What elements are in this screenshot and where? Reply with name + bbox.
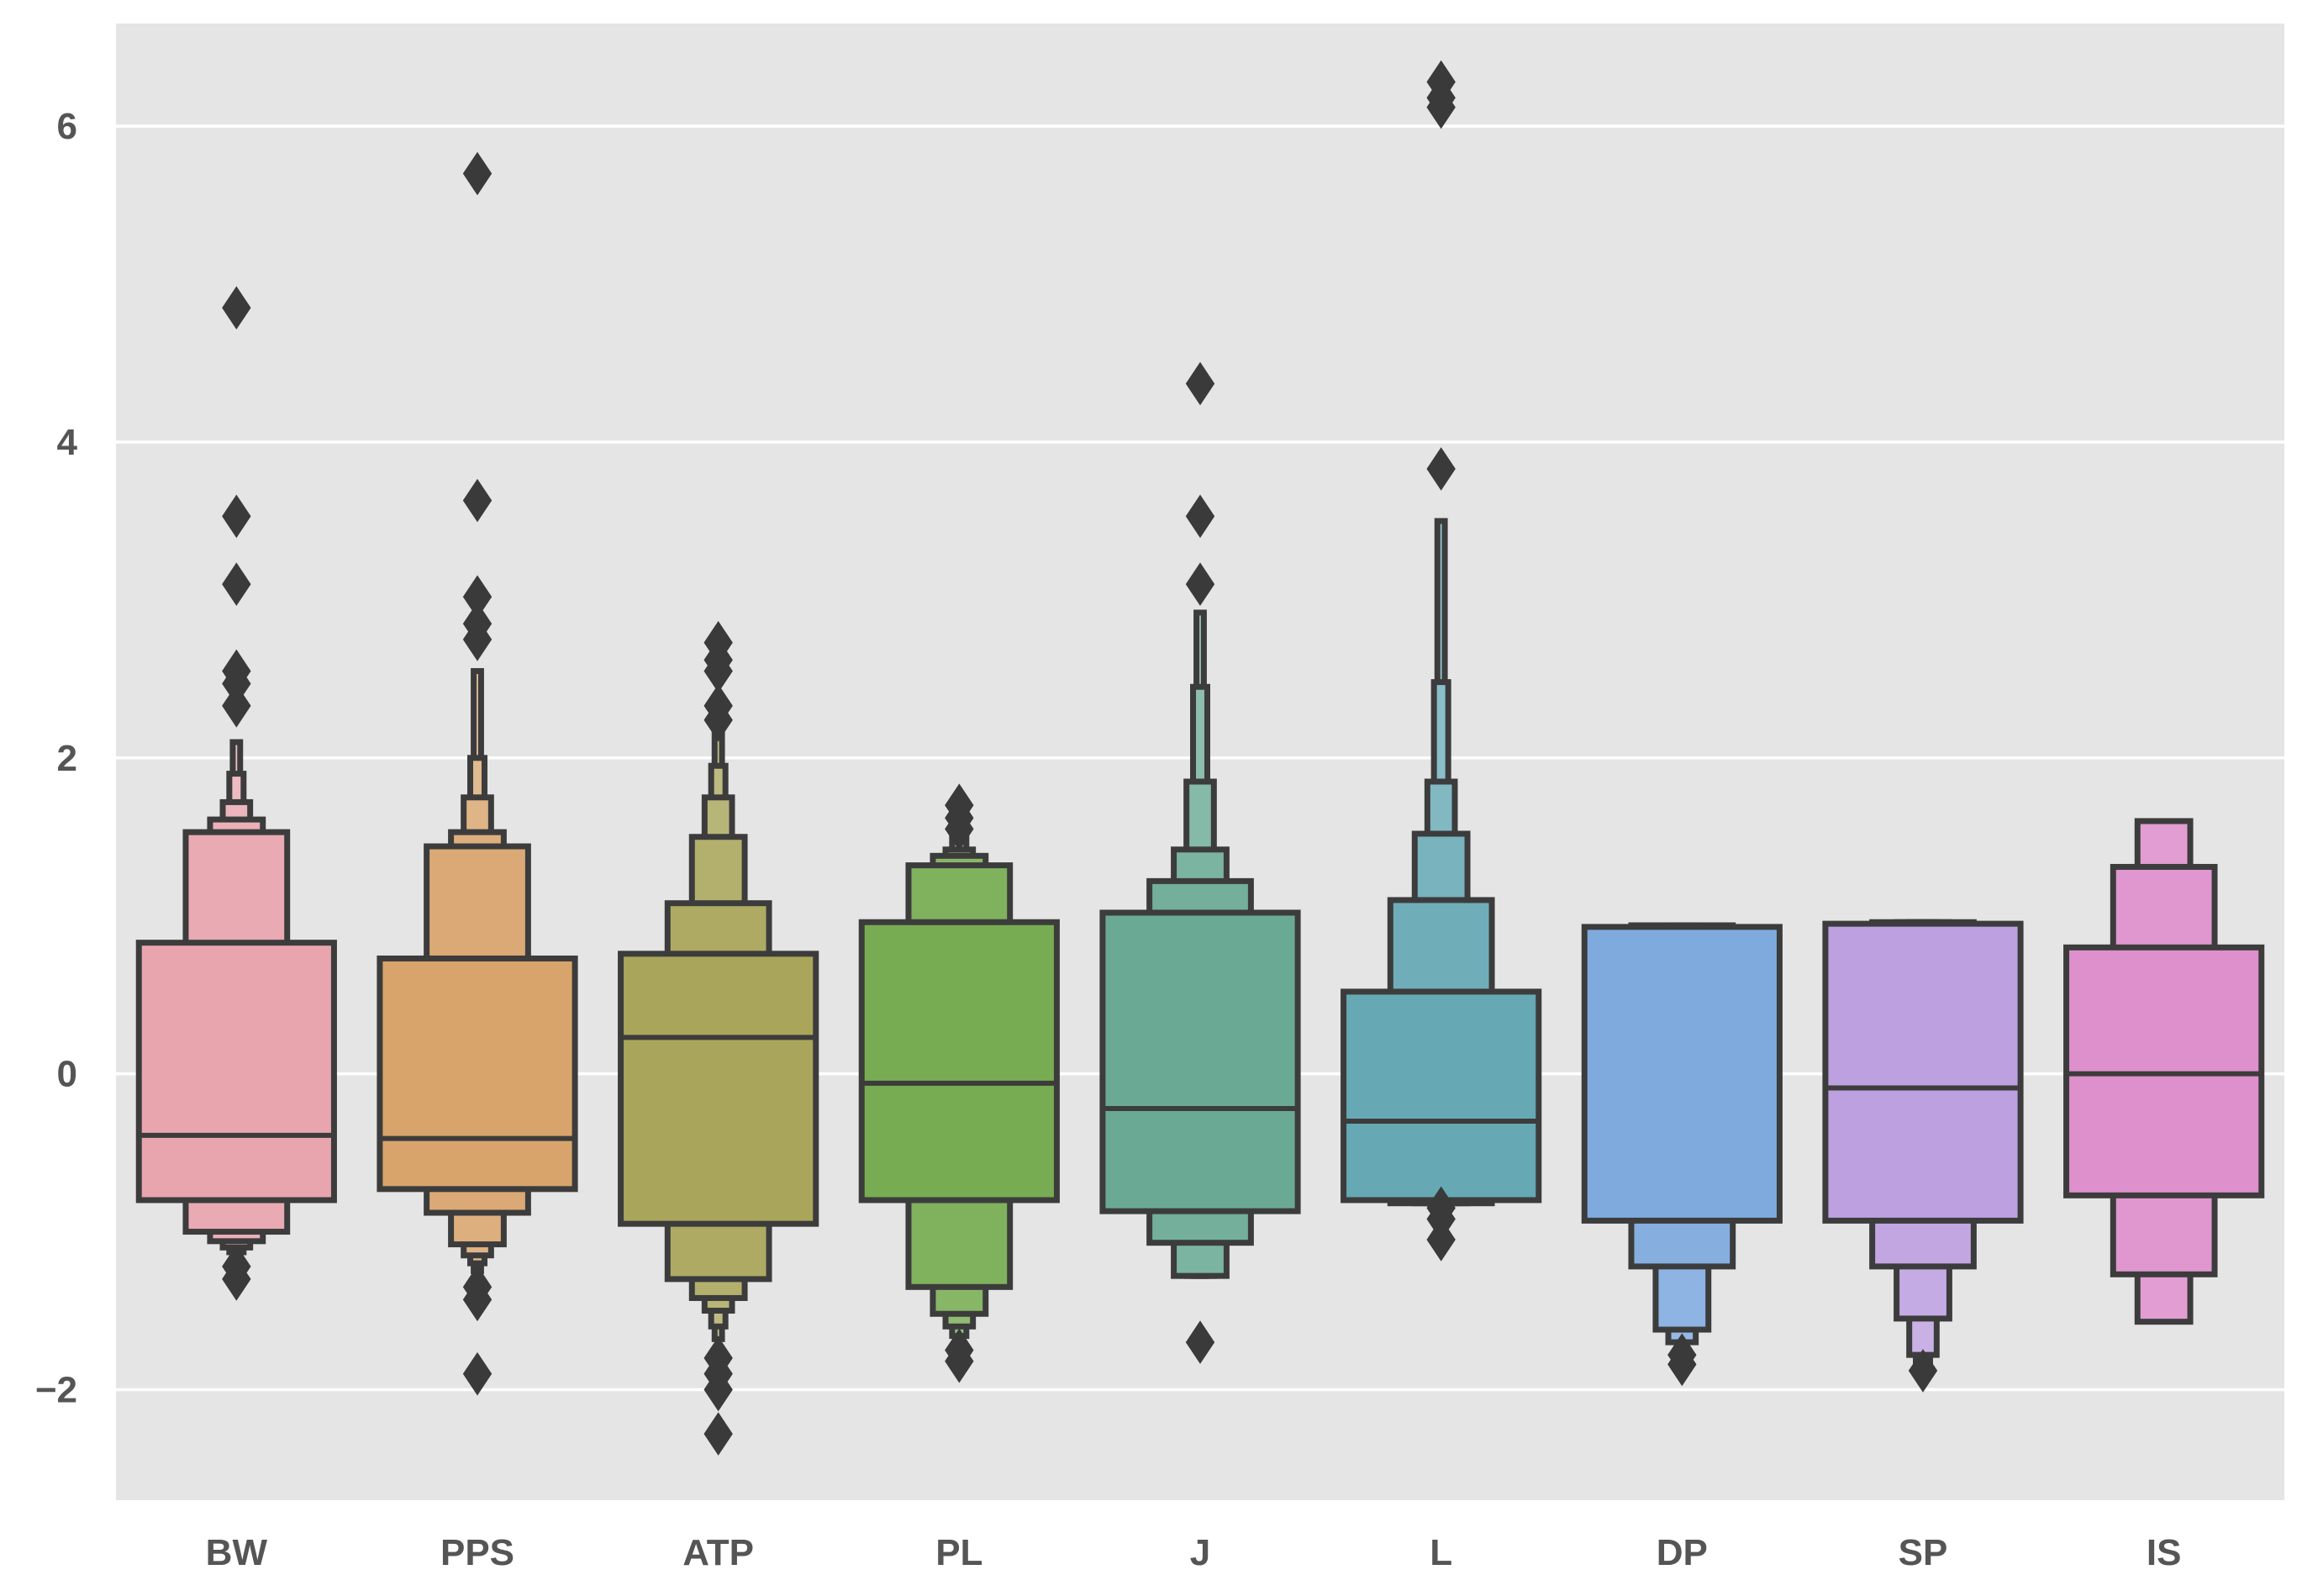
outlier-point <box>462 478 493 523</box>
boxen-group-l <box>1341 518 1542 1207</box>
outlier-point <box>1908 1349 1938 1393</box>
outlier-point <box>222 494 251 539</box>
boxen-group-j <box>1099 609 1301 1279</box>
outlier-point <box>1185 494 1215 539</box>
x-axis-ticks: BW PPS ATP PL J L DP SP IS <box>206 1532 2182 1573</box>
boxen-group-sp <box>1822 919 2024 1371</box>
outlier-point <box>703 1367 733 1412</box>
x-tick-label: IS <box>2147 1532 2182 1573</box>
box-level-0 <box>377 955 578 1193</box>
box-level-0 <box>1822 920 2024 1224</box>
boxen-group-pps <box>377 667 578 1275</box>
box-level-0 <box>858 919 1060 1204</box>
boxen-group-is <box>2063 818 2265 1325</box>
y-tick-label: −2 <box>35 1369 77 1410</box>
box-level-0 <box>1341 988 1542 1204</box>
x-tick-label: DP <box>1657 1532 1708 1573</box>
outlier-point <box>1185 361 1215 406</box>
x-tick-label: PL <box>935 1532 982 1573</box>
y-tick-label: 2 <box>57 738 77 779</box>
y-tick-label: 4 <box>57 422 78 463</box>
outlier-point <box>703 1412 733 1456</box>
outlier-point <box>1185 1320 1215 1364</box>
y-tick-label: 0 <box>57 1054 77 1095</box>
outlier-point <box>945 1339 974 1383</box>
outlier-point <box>462 151 493 196</box>
boxen-group-atp <box>618 723 819 1342</box>
box-level-0 <box>1099 909 1301 1214</box>
outlier-point <box>222 683 251 728</box>
box-level-0 <box>618 951 819 1227</box>
outlier-point <box>222 286 251 330</box>
outlier-point <box>222 562 251 606</box>
outlier-point <box>1185 562 1215 606</box>
outlier-point <box>462 1351 493 1396</box>
outlier-layer <box>222 60 1938 1456</box>
y-axis-ticks: −2 0 2 4 6 <box>35 106 78 1410</box>
outlier-point <box>1426 1218 1456 1262</box>
outlier-point <box>222 1257 251 1301</box>
outlier-point <box>703 698 733 742</box>
x-tick-label: J <box>1190 1532 1210 1573</box>
y-tick-label: 6 <box>57 106 77 147</box>
x-tick-label: ATP <box>682 1532 754 1573</box>
outlier-point <box>1426 447 1456 491</box>
box-level-0 <box>1581 924 1783 1224</box>
outlier-point <box>945 807 974 851</box>
x-tick-label: PPS <box>440 1532 514 1573</box>
outlier-point <box>462 1277 493 1322</box>
boxen-group-pl <box>858 834 1060 1340</box>
box-level-0 <box>135 940 337 1204</box>
outlier-point <box>1426 85 1456 129</box>
x-tick-label: BW <box>206 1532 268 1573</box>
x-tick-label: L <box>1430 1532 1452 1573</box>
outlier-point <box>462 618 493 661</box>
outlier-point <box>1667 1342 1697 1387</box>
x-tick-label: SP <box>1899 1532 1948 1573</box>
